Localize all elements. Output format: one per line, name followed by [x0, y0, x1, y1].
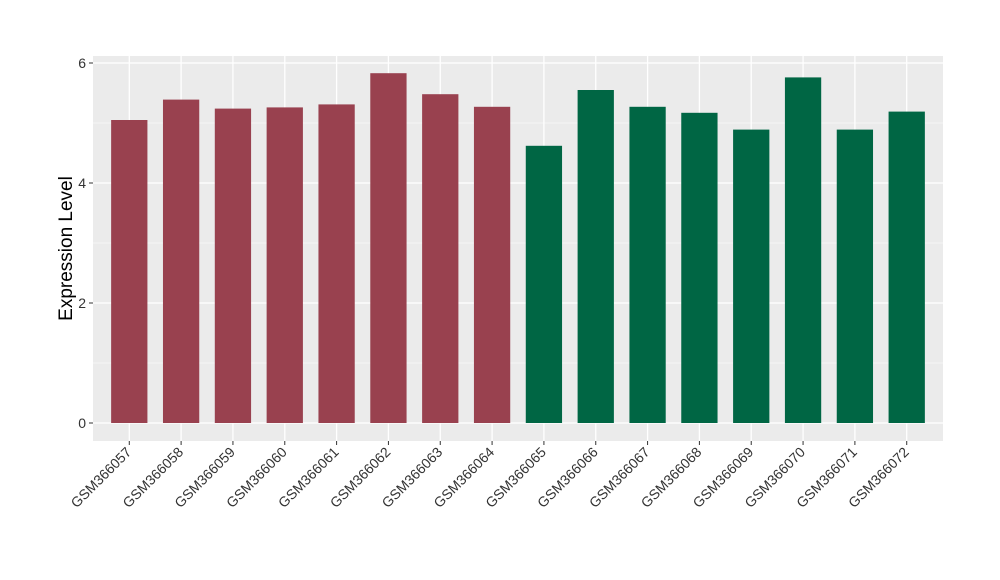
- bar-GSM366071: [836, 129, 874, 423]
- bar-GSM366070: [784, 77, 822, 424]
- bar-GSM366072: [888, 111, 925, 423]
- bar-GSM366066: [577, 90, 614, 423]
- bar-GSM366064: [473, 106, 511, 424]
- y-tick-label: 4: [78, 175, 86, 191]
- bar-GSM366059: [214, 108, 252, 423]
- bar-GSM366068: [681, 112, 718, 424]
- y-axis-title: Expression Level: [56, 176, 77, 321]
- bar-GSM366063: [422, 94, 459, 423]
- bar-GSM366069: [733, 129, 770, 423]
- bar-GSM366065: [525, 145, 563, 424]
- x-axis: GSM366057GSM366058GSM366059GSM366060GSM3…: [68, 441, 912, 511]
- bar-GSM366060: [266, 107, 303, 424]
- bar-GSM366058: [162, 99, 200, 423]
- y-tick-label: 0: [78, 415, 86, 431]
- y-tick-label: 6: [78, 55, 86, 71]
- bar-GSM366067: [629, 106, 666, 424]
- bar-GSM366062: [370, 73, 407, 423]
- bar-GSM366057: [111, 120, 148, 423]
- y-tick-label: 2: [78, 295, 86, 311]
- bar-GSM366061: [318, 104, 355, 424]
- bars: [111, 73, 925, 424]
- y-axis: 0 2 4 6: [78, 55, 93, 431]
